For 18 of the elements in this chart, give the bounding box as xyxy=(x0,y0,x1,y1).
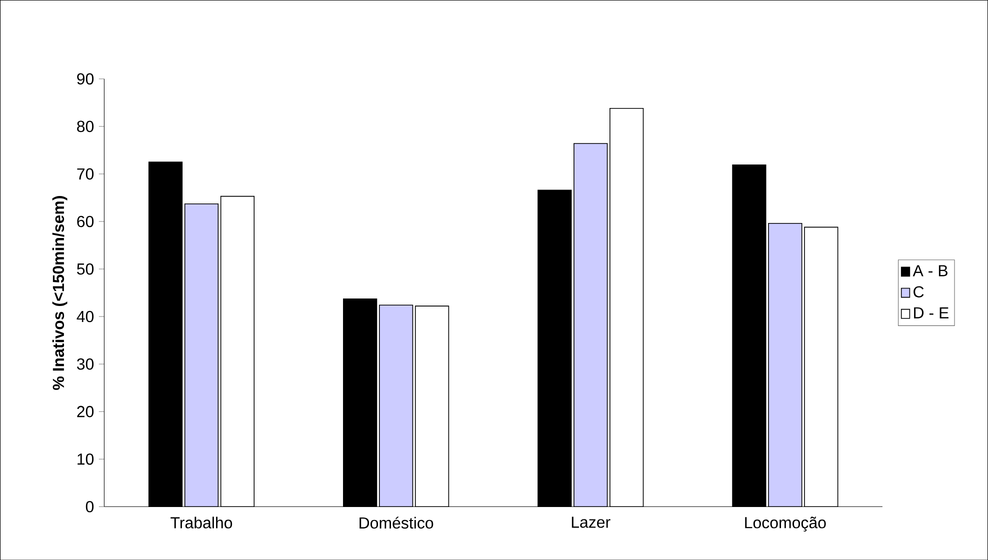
y-axis-title: % Inativos (<150min/sem) xyxy=(52,196,68,390)
x-tick-label: Doméstico xyxy=(360,516,434,528)
y-tick-label: 0 xyxy=(86,500,94,512)
y-tick-label: 80 xyxy=(77,120,94,132)
y-tick-label: 20 xyxy=(77,406,94,418)
legend-label: A - B xyxy=(912,265,948,276)
y-tick-label: 40 xyxy=(76,310,94,322)
y-tick-label: 50 xyxy=(77,263,94,275)
y-tick-label: 30 xyxy=(76,358,94,370)
y-tick-label: 70 xyxy=(77,168,94,180)
legend-label: D - E xyxy=(914,307,948,318)
x-tick-label: Locomoção xyxy=(745,516,826,532)
y-tick-label: 90 xyxy=(77,73,94,84)
y-tick-label: 10 xyxy=(78,453,94,465)
x-tick-label: Trabalho xyxy=(170,516,232,528)
legend-label: C xyxy=(914,286,924,298)
x-tick-label: Lazer xyxy=(572,516,610,528)
y-tick-label: 60 xyxy=(77,216,94,228)
